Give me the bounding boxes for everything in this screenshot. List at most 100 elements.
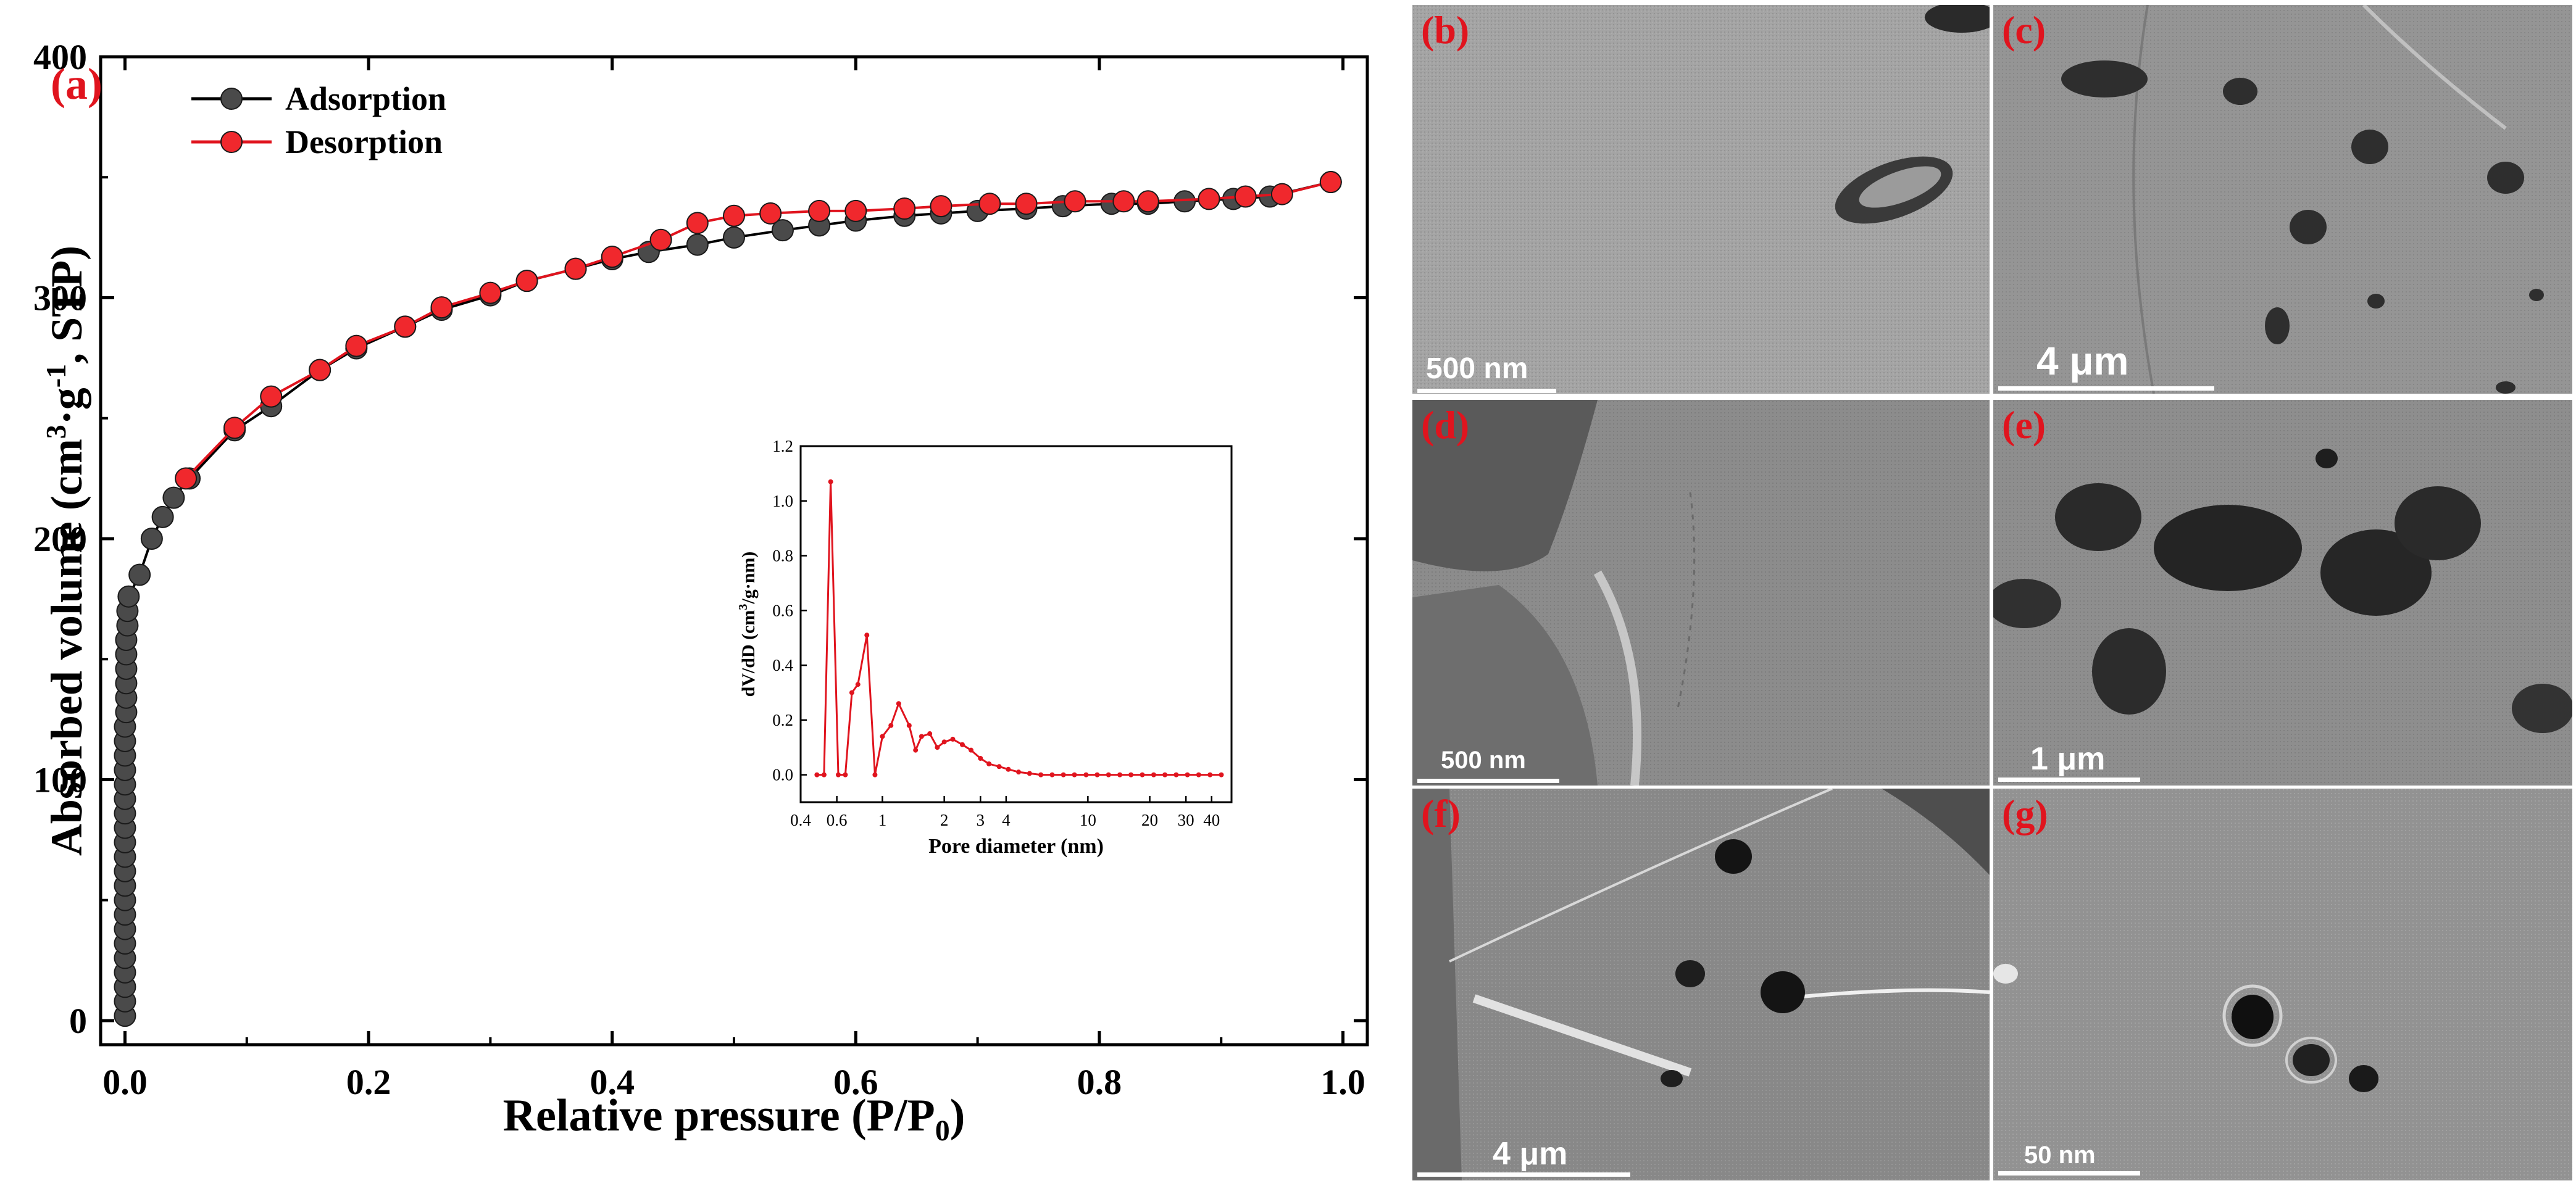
scale-bar-f: [1417, 1172, 1630, 1177]
pore-size-series: [814, 479, 1224, 778]
data-point: [117, 585, 140, 608]
pore-size-point: [1219, 772, 1224, 778]
data-point: [1112, 190, 1135, 213]
data-point: [930, 195, 952, 218]
pore-size-point: [1185, 772, 1190, 778]
x-axis-title: Relative pressure (P/P0): [503, 1090, 965, 1147]
data-point: [140, 527, 163, 550]
x-tick-label: 0.8: [1077, 1062, 1122, 1102]
pore-size-point: [927, 731, 933, 737]
data-point: [686, 233, 709, 256]
sem-image-e: [1993, 400, 2572, 786]
pore-size-point: [821, 772, 827, 778]
data-point: [1198, 188, 1220, 210]
pore-size-point: [969, 747, 974, 753]
pore-size-point: [880, 734, 885, 739]
pore-size-point: [1173, 772, 1179, 778]
data-point: [759, 202, 782, 225]
main-plot-area: 0.0 0.2 0.4 0.6 0.8 1.0 0 100 200 300 400 Relative …: [33, 37, 1369, 1147]
inset-y-axis-title: dV/dD (cm3/g·nm): [736, 552, 759, 697]
data-point: [1015, 193, 1038, 215]
panel-label-d: (d): [1421, 403, 1470, 447]
inset-x-tick-label: 2: [940, 811, 949, 829]
inset-y-tick-label: 1.2: [772, 437, 793, 455]
y-tick-label: 100: [33, 760, 87, 800]
data-point: [162, 486, 185, 509]
pore-size-point: [913, 747, 919, 753]
data-point: [601, 246, 623, 268]
pore-size-point: [950, 736, 956, 742]
data-point: [723, 226, 745, 249]
panel-label-f: (f): [1421, 792, 1461, 836]
y-tick-label: 200: [33, 519, 87, 559]
sem-panel-f: (f) 4 μm: [1412, 789, 1990, 1180]
scale-bar-g: [1998, 1171, 2140, 1176]
legend-label: Adsorption: [285, 80, 446, 117]
pore-size-point: [919, 734, 924, 739]
pore-size-point: [978, 755, 983, 761]
data-point: [1234, 185, 1257, 208]
pore-size-point: [828, 479, 833, 484]
data-point: [260, 385, 283, 408]
sem-panel-b: (b) 500 nm: [1412, 5, 1990, 394]
pore-size-point: [1140, 772, 1145, 778]
data-point: [723, 204, 745, 227]
data-point: [309, 359, 331, 381]
inset-y-tick-label: 0.0: [772, 766, 793, 784]
pore-size-point: [1196, 772, 1201, 778]
data-point: [893, 197, 916, 220]
y-tick-label: 300: [33, 278, 87, 318]
pore-size-point: [843, 772, 848, 778]
pore-size-point: [960, 742, 965, 747]
scale-bar-label-e: 1 μm: [2030, 741, 2106, 777]
pore-size-point: [1016, 769, 1022, 775]
data-point: [151, 505, 174, 528]
pore-size-point: [1117, 772, 1123, 778]
y-tick-label: 400: [33, 37, 87, 77]
x-tick-label: 1.0: [1320, 1062, 1365, 1102]
pore-size-point: [1038, 772, 1044, 778]
pore-size-point: [935, 745, 940, 750]
data-point: [1136, 190, 1159, 213]
legend-marker: [220, 131, 243, 153]
sem-panel-c: (c) 4 μm: [1993, 5, 2572, 394]
sem-panel-d: (d) 500 nm: [1412, 400, 1990, 786]
y-tick-label: 0: [69, 1001, 87, 1041]
scale-bar-b: [1417, 389, 1556, 393]
scale-bar-label-f: 4 μm: [1493, 1136, 1568, 1172]
inset-frame: [799, 445, 1233, 803]
sem-panel-e: (e) 1 μm: [1993, 400, 2572, 786]
panel-label-a: (a): [51, 59, 102, 109]
data-point: [1270, 183, 1293, 205]
inset-y-tick-label: 0.2: [772, 711, 793, 729]
pore-size-point: [864, 632, 870, 638]
panel-label-e: (e): [2002, 403, 2046, 447]
x-tick-label: 0.4: [590, 1062, 635, 1102]
data-point: [430, 296, 453, 319]
inset-x-tick-label: 0.6: [827, 811, 848, 829]
pore-size-point: [1162, 772, 1168, 778]
pore-size-point: [1072, 772, 1077, 778]
inset-y-tick-label: 0.6: [772, 601, 793, 620]
x-tick-label: 0.6: [833, 1062, 878, 1102]
data-point: [844, 199, 867, 222]
sem-image-d: [1412, 400, 1990, 786]
data-point: [771, 219, 794, 242]
x-tick-label: 0.0: [102, 1062, 148, 1102]
inset-x-tick-label: 10: [1080, 811, 1096, 829]
scale-bar-label-d: 500 nm: [1441, 747, 1526, 774]
panel-label-b: (b): [1421, 8, 1470, 52]
pore-size-point: [1049, 772, 1055, 778]
inset-y-tick-label: 1.0: [772, 492, 793, 510]
inset-y-tick-label: 0.4: [772, 656, 793, 674]
inset-x-tick-label: 4: [1002, 811, 1011, 829]
pore-size-point: [1094, 772, 1100, 778]
data-point: [175, 467, 198, 490]
sem-image-f: [1412, 789, 1990, 1180]
pore-size-point: [1006, 766, 1011, 772]
scale-bar-e: [1998, 778, 2140, 782]
sem-image-g: [1993, 789, 2572, 1180]
data-point: [515, 270, 538, 292]
pore-size-point: [836, 772, 841, 778]
pore-size-point: [1207, 772, 1213, 778]
